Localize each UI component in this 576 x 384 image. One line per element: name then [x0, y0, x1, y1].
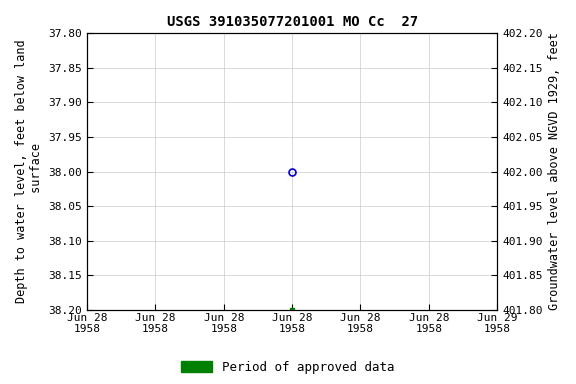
Title: USGS 391035077201001 MO Cc  27: USGS 391035077201001 MO Cc 27: [166, 15, 418, 29]
Y-axis label: Groundwater level above NGVD 1929, feet: Groundwater level above NGVD 1929, feet: [548, 33, 561, 310]
Y-axis label: Depth to water level, feet below land
 surface: Depth to water level, feet below land su…: [15, 40, 43, 303]
Legend: Period of approved data: Period of approved data: [181, 361, 395, 374]
